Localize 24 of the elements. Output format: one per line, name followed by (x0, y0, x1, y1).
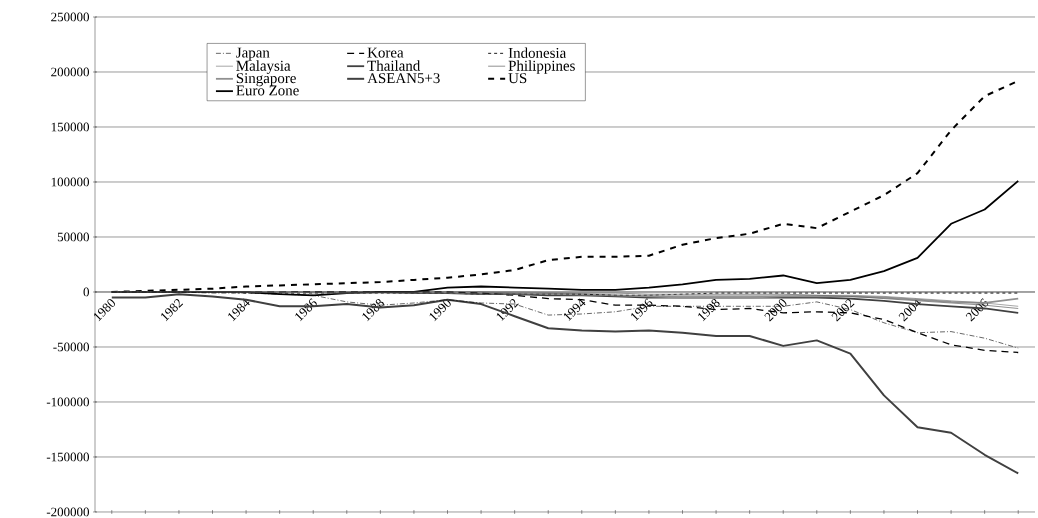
y-tick-label: -50000 (53, 342, 90, 352)
y-tick-label: 200000 (51, 67, 90, 77)
legend-label: Singapore (236, 73, 296, 87)
y-tick-label: -150000 (46, 452, 90, 462)
legend-label: Euro Zone (236, 85, 299, 96)
y-tick-label: 50000 (57, 232, 90, 242)
y-tick-label: 150000 (51, 122, 90, 132)
x-tick-label: 1992 (496, 299, 519, 322)
legend-label: Indonesia (508, 47, 567, 58)
legend-label: Korea (367, 47, 404, 58)
legend-label: US (508, 73, 527, 84)
legend-label: Thailand (367, 60, 421, 71)
legend-label: Japan (236, 47, 270, 61)
x-tick-label: 1998 (698, 298, 720, 322)
legend-label: ASEAN5+3 (367, 73, 440, 84)
y-tick-label: 100000 (51, 177, 90, 187)
y-tick-label: 250000 (51, 12, 90, 22)
y-tick-label: -100000 (46, 397, 90, 407)
y-tick-label: -200000 (46, 507, 90, 517)
x-tick-label: 1982 (161, 299, 184, 322)
legend-label: Malaysia (236, 60, 291, 74)
legend-label: Philippines (508, 60, 575, 74)
y-tick-label: 0 (83, 287, 90, 297)
x-tick-label: 1980 (93, 299, 116, 322)
